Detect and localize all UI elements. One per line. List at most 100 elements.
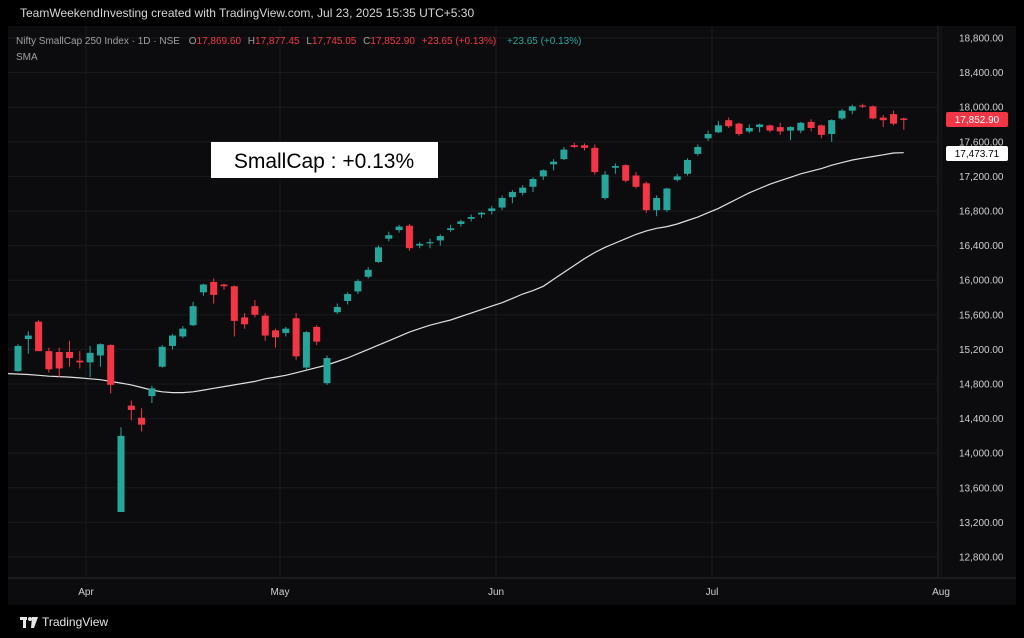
candle[interactable]	[817, 124, 825, 139]
brand[interactable]: TradingView	[20, 615, 108, 629]
candle[interactable]	[714, 121, 722, 134]
candle[interactable]	[560, 146, 568, 160]
candle[interactable]	[591, 144, 599, 175]
candle[interactable]	[127, 400, 135, 421]
candle[interactable]	[797, 121, 805, 134]
candle[interactable]	[570, 142, 578, 148]
candle[interactable]	[282, 326, 290, 337]
candle-body	[684, 159, 691, 174]
candle[interactable]	[457, 219, 465, 227]
sma-line[interactable]	[8, 152, 904, 394]
candle[interactable]	[405, 223, 413, 251]
candle[interactable]	[76, 351, 84, 369]
bottom-bar: TradingView	[8, 605, 1016, 638]
candle[interactable]	[498, 195, 506, 211]
candle[interactable]	[35, 319, 43, 352]
candle[interactable]	[890, 110, 897, 126]
candle[interactable]	[611, 163, 619, 174]
candle-body	[292, 318, 300, 357]
candle[interactable]	[375, 245, 382, 263]
candle[interactable]	[210, 278, 218, 304]
time-axis[interactable]: Apr May Jun Jul Aug	[78, 587, 950, 598]
candle[interactable]	[622, 164, 630, 183]
price-axis[interactable]: 18,800.00 18,400.00 18,000.00 17,600.00 17,2…	[959, 34, 1004, 564]
candle[interactable]	[169, 333, 176, 350]
candle[interactable]	[45, 347, 53, 373]
candle[interactable]	[323, 355, 331, 385]
candle[interactable]	[756, 123, 764, 133]
candle[interactable]	[158, 345, 166, 368]
candle[interactable]	[673, 173, 681, 182]
annotation-box[interactable]	[211, 142, 438, 178]
candle[interactable]	[86, 345, 94, 378]
candle[interactable]	[581, 143, 588, 151]
candle[interactable]	[313, 325, 321, 346]
candle[interactable]	[292, 313, 300, 360]
candle[interactable]	[859, 103, 867, 109]
candle[interactable]	[138, 408, 146, 432]
candle[interactable]	[787, 126, 794, 141]
candle[interactable]	[14, 344, 22, 372]
candle[interactable]	[333, 303, 341, 314]
candle[interactable]	[148, 385, 156, 404]
candle[interactable]	[189, 301, 197, 327]
candle[interactable]	[848, 104, 856, 115]
candle[interactable]	[107, 344, 115, 394]
candle[interactable]	[766, 124, 774, 133]
candle[interactable]	[261, 313, 269, 341]
candle[interactable]	[230, 285, 238, 337]
candle[interactable]	[879, 114, 887, 128]
candle[interactable]	[694, 144, 702, 156]
candle[interactable]	[96, 343, 104, 367]
candle[interactable]	[642, 181, 650, 213]
candle[interactable]	[447, 224, 455, 232]
candle[interactable]	[776, 122, 784, 135]
candle[interactable]	[838, 108, 846, 121]
candle[interactable]	[745, 124, 753, 134]
candle[interactable]	[519, 185, 527, 196]
candle[interactable]	[344, 292, 352, 305]
candle[interactable]	[66, 340, 73, 367]
candle-body	[550, 161, 558, 165]
candle[interactable]	[663, 187, 671, 212]
candle[interactable]	[632, 172, 640, 189]
candle[interactable]	[199, 283, 207, 296]
candle[interactable]	[478, 211, 485, 218]
candle[interactable]	[684, 158, 691, 176]
candle[interactable]	[900, 117, 908, 130]
candle[interactable]	[117, 427, 125, 513]
candle[interactable]	[704, 130, 712, 141]
candle-body	[735, 123, 743, 135]
candle[interactable]	[508, 190, 516, 204]
candle[interactable]	[354, 279, 362, 295]
candle[interactable]	[220, 283, 228, 290]
candle[interactable]	[529, 177, 537, 192]
candle[interactable]	[55, 347, 63, 378]
candle[interactable]	[272, 328, 279, 348]
candle[interactable]	[869, 105, 877, 120]
candle[interactable]	[24, 331, 32, 354]
candle[interactable]	[828, 119, 836, 142]
candle[interactable]	[385, 231, 393, 242]
candle[interactable]	[426, 238, 434, 249]
candle[interactable]	[725, 117, 733, 128]
candle[interactable]	[735, 122, 743, 136]
candle[interactable]	[251, 300, 259, 318]
candle[interactable]	[601, 171, 609, 200]
candle[interactable]	[395, 224, 403, 233]
candle[interactable]	[653, 195, 661, 217]
candle[interactable]	[807, 119, 815, 132]
candle[interactable]	[550, 159, 558, 171]
price-tick-label: 17,600.00	[959, 137, 1004, 148]
price-tick-label: 18,000.00	[959, 103, 1004, 114]
indicator-label-sma[interactable]: SMA	[16, 52, 38, 63]
candle[interactable]	[302, 331, 310, 370]
candle[interactable]	[416, 242, 424, 249]
candle[interactable]	[179, 326, 187, 339]
candle[interactable]	[539, 169, 547, 180]
candle[interactable]	[364, 267, 372, 279]
candle[interactable]	[436, 234, 444, 246]
candle[interactable]	[467, 214, 475, 222]
candle[interactable]	[241, 313, 249, 329]
candle[interactable]	[488, 205, 496, 215]
